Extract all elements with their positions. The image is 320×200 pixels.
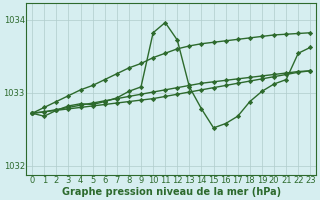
X-axis label: Graphe pression niveau de la mer (hPa): Graphe pression niveau de la mer (hPa): [62, 187, 281, 197]
